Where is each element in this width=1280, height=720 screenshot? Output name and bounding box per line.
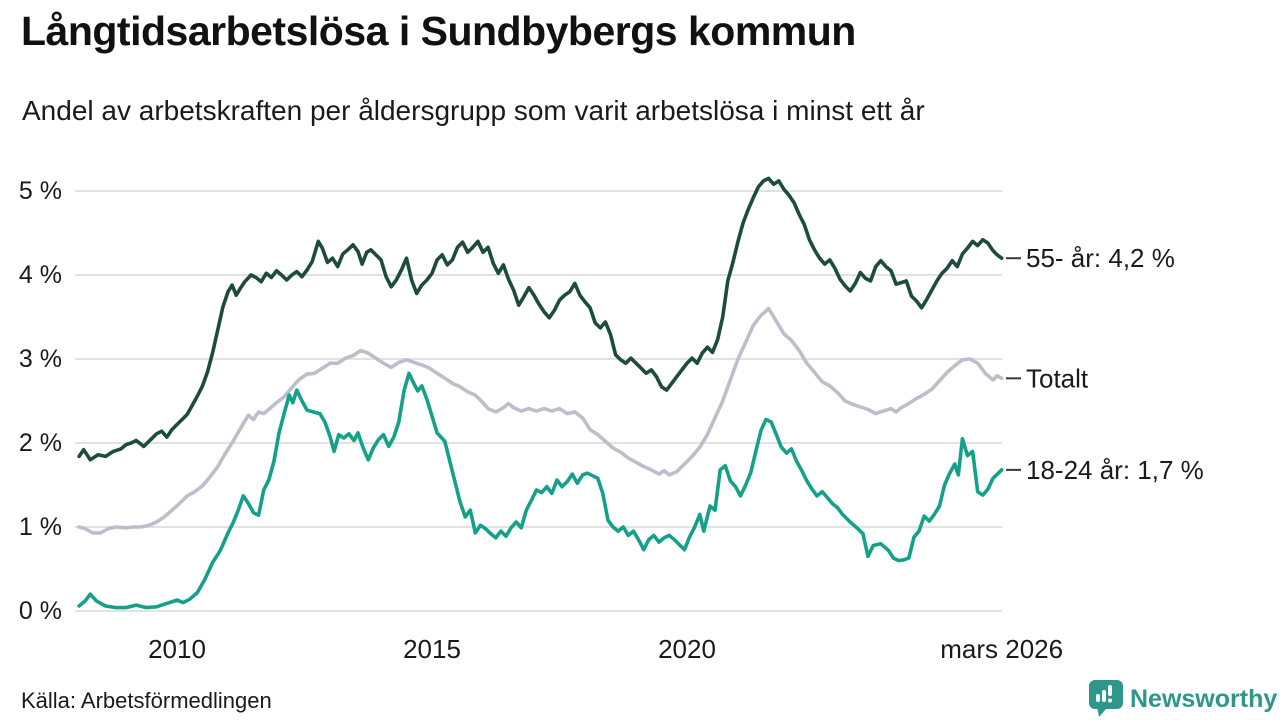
newsworthy-icon: [1089, 680, 1123, 717]
y-tick-label: 4 %: [19, 261, 62, 289]
series-end-label-totalt: Totalt: [1026, 363, 1089, 393]
series-end-label-18-24: 18-24 år: 1,7 %: [1026, 455, 1204, 485]
series-line-55: [77, 176, 1004, 462]
brand-name: Newsworthy: [1130, 684, 1278, 713]
series-line-totalt: [77, 306, 1004, 535]
x-tick-label: 2020: [658, 634, 716, 664]
y-tick-label: 5 %: [19, 177, 62, 205]
y-tick-label: 0 %: [19, 597, 62, 625]
y-tick-label: 1 %: [19, 513, 62, 541]
series-line-18-24: [77, 371, 1004, 610]
source-note: Källa: Arbetsförmedlingen: [21, 688, 272, 713]
series-end-label-55: 55- år: 4,2 %: [1026, 243, 1175, 273]
x-tick-label: 2015: [403, 634, 461, 664]
y-tick-label: 3 %: [19, 345, 62, 373]
page-subtitle: Andel av arbetskraften per åldersgrupp s…: [22, 95, 925, 126]
page-title: Långtidsarbetslösa i Sundbybergs kommun: [21, 8, 856, 54]
x-tick-label: 2010: [148, 634, 206, 664]
brand-logo: Newsworthy: [1089, 680, 1277, 718]
y-tick-label: 2 %: [19, 429, 62, 457]
x-tick-label: mars 2026: [940, 634, 1063, 664]
